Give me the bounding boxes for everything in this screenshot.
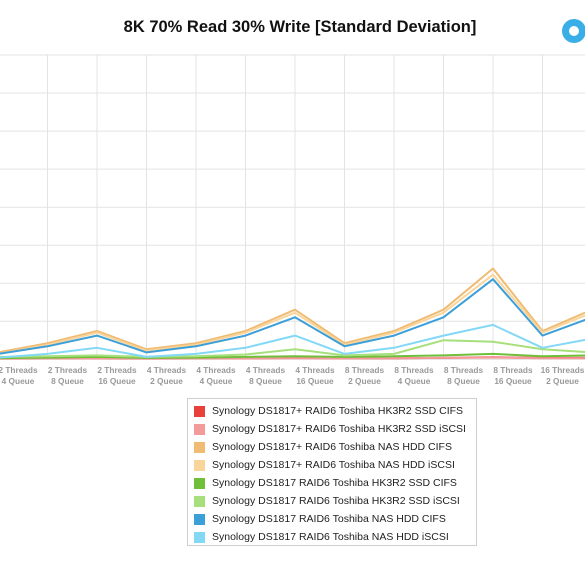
chart-title: 8K 70% Read 30% Write [Standard Deviatio… bbox=[123, 18, 477, 36]
legend-label: Synology DS1817+ RAID6 Toshiba HK3R2 SSD… bbox=[212, 423, 466, 435]
legend-item[interactable]: Synology DS1817 RAID6 Toshiba NAS HDD iS… bbox=[194, 528, 476, 546]
x-tick-label: 4 Threads bbox=[196, 365, 236, 375]
x-tick-label: 2 Queue bbox=[546, 376, 579, 386]
legend-label: Synology DS1817 RAID6 Toshiba HK3R2 SSD … bbox=[212, 477, 457, 489]
legend-swatch bbox=[194, 513, 205, 525]
legend-swatch bbox=[194, 441, 205, 453]
x-tick-label: 16 Queue bbox=[98, 376, 136, 386]
legend-label: Synology DS1817+ RAID6 Toshiba NAS HDD i… bbox=[212, 459, 455, 471]
series-line-3[interactable] bbox=[0, 273, 585, 355]
legend-item[interactable]: Synology DS1817+ RAID6 Toshiba NAS HDD i… bbox=[194, 456, 476, 474]
x-tick-label: 16 Queue bbox=[296, 376, 334, 386]
legend-item[interactable]: Synology DS1817+ RAID6 Toshiba HK3R2 SSD… bbox=[194, 402, 476, 420]
legend-swatch bbox=[194, 405, 205, 417]
x-tick-label: 4 Threads bbox=[246, 365, 286, 375]
series-line-2[interactable] bbox=[0, 267, 585, 354]
legend-label: Synology DS1817+ RAID6 Toshiba NAS HDD C… bbox=[212, 441, 452, 453]
legend-label: Synology DS1817 RAID6 Toshiba HK3R2 SSD … bbox=[212, 495, 460, 507]
series-line-6[interactable] bbox=[0, 278, 585, 355]
x-tick-label: 2 Threads bbox=[48, 365, 88, 375]
chart-legend: Synology DS1817+ RAID6 Toshiba HK3R2 SSD… bbox=[187, 398, 477, 546]
x-tick-label: 4 Threads bbox=[147, 365, 187, 375]
x-tick-label: 2 Queue bbox=[348, 376, 381, 386]
x-tick-label: 16 Threads bbox=[541, 365, 585, 375]
legend-item[interactable]: Synology DS1817+ RAID6 Toshiba HK3R2 SSD… bbox=[194, 420, 476, 438]
legend-label: Synology DS1817 RAID6 Toshiba NAS HDD CI… bbox=[212, 513, 446, 525]
legend-item[interactable]: Synology DS1817 RAID6 Toshiba HK3R2 SSD … bbox=[194, 474, 476, 492]
chart-grid bbox=[0, 54, 585, 360]
series-line-1[interactable] bbox=[0, 356, 585, 360]
x-tick-label: 8 Queue bbox=[51, 376, 84, 386]
x-tick-label: 4 Queue bbox=[398, 376, 431, 386]
legend-swatch bbox=[194, 459, 205, 471]
x-tick-label: 8 Queue bbox=[249, 376, 282, 386]
x-tick-label: 8 Queue bbox=[447, 376, 480, 386]
x-tick-label: 4 Queue bbox=[2, 376, 35, 386]
legend-item[interactable]: Synology DS1817+ RAID6 Toshiba NAS HDD C… bbox=[194, 438, 476, 456]
x-tick-label: 2 Queue bbox=[150, 376, 183, 386]
x-tick-label: 16 Queue bbox=[494, 376, 532, 386]
legend-item[interactable]: Synology DS1817 RAID6 Toshiba HK3R2 SSD … bbox=[194, 492, 476, 510]
series-line-5[interactable] bbox=[0, 339, 585, 358]
chart-series bbox=[0, 267, 585, 360]
x-tick-label: 4 Queue bbox=[200, 376, 233, 386]
legend-swatch bbox=[194, 531, 205, 543]
x-tick-label: 8 Threads bbox=[394, 365, 434, 375]
info-badge-icon[interactable] bbox=[562, 19, 585, 43]
legend-label: Synology DS1817+ RAID6 Toshiba HK3R2 SSD… bbox=[212, 405, 464, 417]
legend-swatch bbox=[194, 477, 205, 489]
legend-swatch bbox=[194, 423, 205, 435]
x-tick-label: 8 Threads bbox=[493, 365, 533, 375]
x-tick-label: 8 Threads bbox=[444, 365, 484, 375]
x-tick-label: 2 Threads bbox=[0, 365, 38, 375]
series-line-4[interactable] bbox=[0, 352, 585, 360]
series-line-7[interactable] bbox=[0, 323, 585, 359]
x-tick-label: 2 Threads bbox=[97, 365, 137, 375]
legend-swatch bbox=[194, 495, 205, 507]
x-tick-label: 8 Threads bbox=[345, 365, 385, 375]
legend-label: Synology DS1817 RAID6 Toshiba NAS HDD iS… bbox=[212, 531, 449, 543]
legend-item[interactable]: Synology DS1817 RAID6 Toshiba NAS HDD CI… bbox=[194, 510, 476, 528]
x-tick-label: 4 Threads bbox=[295, 365, 335, 375]
